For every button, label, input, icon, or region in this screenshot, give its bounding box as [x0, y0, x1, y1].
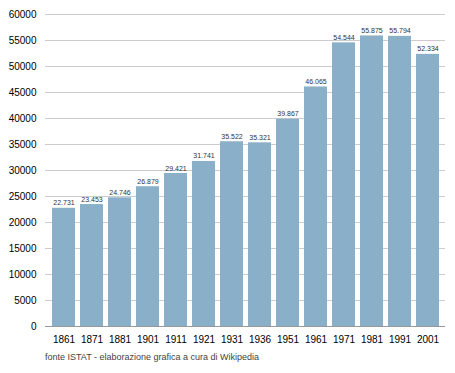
svg-text:25000: 25000 [9, 191, 37, 202]
svg-text:29.421: 29.421 [165, 165, 187, 172]
svg-text:2001: 2001 [417, 334, 440, 345]
svg-text:1991: 1991 [389, 334, 412, 345]
svg-text:35.321: 35.321 [249, 134, 271, 141]
svg-text:52.334: 52.334 [417, 45, 439, 52]
svg-text:50000: 50000 [9, 61, 37, 72]
svg-text:1931: 1931 [221, 334, 244, 345]
svg-text:55.875: 55.875 [361, 27, 383, 34]
svg-text:40000: 40000 [9, 113, 37, 124]
svg-text:31.741: 31.741 [193, 152, 215, 159]
svg-text:35000: 35000 [9, 139, 37, 150]
svg-text:55.794: 55.794 [389, 27, 411, 34]
svg-text:1871: 1871 [81, 334, 104, 345]
svg-text:1911: 1911 [165, 334, 187, 345]
svg-text:1861: 1861 [53, 334, 76, 345]
svg-text:1981: 1981 [361, 334, 384, 345]
svg-text:46.065: 46.065 [305, 78, 327, 85]
svg-text:24.746: 24.746 [109, 189, 131, 196]
svg-text:39.867: 39.867 [277, 110, 299, 117]
svg-text:1921: 1921 [193, 334, 216, 345]
svg-text:30000: 30000 [9, 165, 37, 176]
svg-text:10000: 10000 [9, 269, 37, 280]
svg-text:54.544: 54.544 [333, 34, 355, 41]
svg-text:15000: 15000 [9, 243, 37, 254]
svg-text:45000: 45000 [9, 87, 37, 98]
svg-text:60000: 60000 [9, 9, 37, 20]
svg-text:1936: 1936 [249, 334, 272, 345]
svg-text:5000: 5000 [14, 295, 37, 306]
svg-text:1961: 1961 [305, 334, 328, 345]
svg-text:0: 0 [31, 321, 37, 332]
svg-text:26.879: 26.879 [137, 178, 159, 185]
svg-text:35.522: 35.522 [221, 133, 243, 140]
html-text:fonte ISTAT - elaborazione gra: fonte ISTAT - elaborazione grafica a cur… [45, 352, 260, 362]
svg-text:55000: 55000 [9, 35, 37, 46]
svg-text:23.453: 23.453 [81, 196, 103, 203]
svg-text:1971: 1971 [333, 334, 356, 345]
svg-text:1951: 1951 [277, 334, 300, 345]
svg-text:22.731: 22.731 [53, 199, 75, 206]
svg-text:1901: 1901 [137, 334, 160, 345]
svg-text:1881: 1881 [109, 334, 132, 345]
svg-text:20000: 20000 [9, 217, 37, 228]
